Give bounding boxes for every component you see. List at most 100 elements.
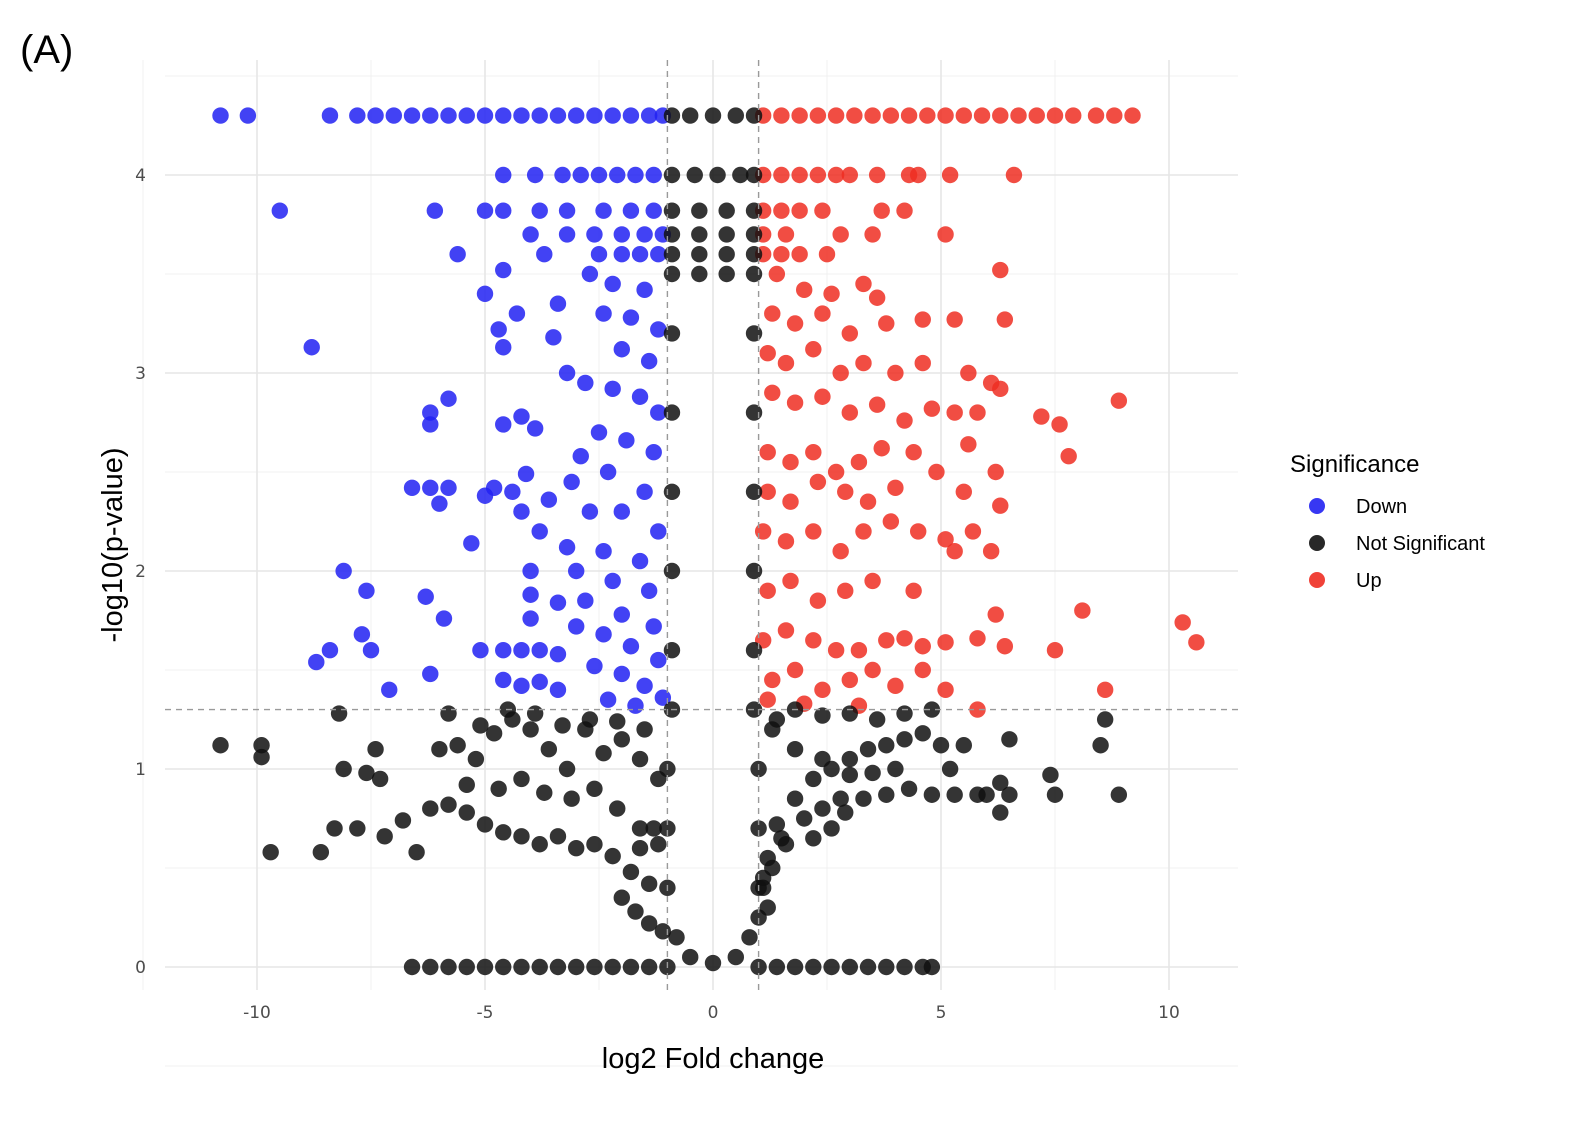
point-not-significant: [764, 859, 781, 877]
point-up: [855, 275, 872, 293]
point-up: [946, 311, 963, 328]
point-up: [923, 400, 941, 417]
point-down: [645, 444, 662, 461]
point-up: [969, 404, 986, 421]
point-down: [604, 572, 621, 590]
point-not-significant: [467, 750, 485, 768]
point-up: [982, 543, 1000, 560]
point-down: [495, 166, 512, 184]
point-up: [996, 311, 1014, 328]
point-down: [590, 246, 608, 263]
point-not-significant: [668, 929, 685, 946]
point-not-significant: [622, 958, 640, 976]
point-up: [882, 107, 900, 124]
x-axis-title: log2 Fold change: [602, 1043, 825, 1075]
point-up: [782, 572, 799, 590]
point-up: [864, 572, 881, 590]
point-up: [809, 166, 827, 184]
point-up: [996, 638, 1014, 655]
point-not-significant: [485, 725, 503, 742]
point-down: [540, 491, 558, 508]
point-not-significant: [887, 760, 904, 778]
point-up: [786, 315, 804, 332]
point-up: [868, 289, 886, 306]
point-up: [809, 473, 827, 491]
point-up: [832, 226, 849, 243]
point-down: [431, 495, 448, 512]
point-not-significant: [704, 954, 722, 972]
point-down: [335, 562, 352, 580]
point-up: [910, 166, 927, 184]
point-down: [640, 107, 658, 124]
point-up: [855, 523, 872, 540]
point-not-significant: [841, 705, 858, 722]
point-down: [531, 523, 548, 540]
point-not-significant: [1096, 711, 1114, 728]
point-not-significant: [431, 741, 448, 758]
point-down: [558, 539, 576, 556]
point-not-significant: [663, 107, 681, 124]
point-down: [581, 503, 599, 520]
point-up: [937, 634, 954, 651]
point-up: [827, 642, 845, 659]
point-not-significant: [367, 741, 384, 758]
point-up: [987, 463, 1004, 481]
point-not-significant: [823, 820, 840, 837]
point-down: [513, 503, 530, 520]
point-down: [581, 265, 599, 283]
point-not-significant: [745, 166, 763, 184]
point-up: [937, 531, 954, 548]
point-not-significant: [522, 721, 539, 738]
point-not-significant: [513, 770, 530, 788]
point-up: [1174, 614, 1191, 631]
point-not-significant: [805, 830, 822, 847]
point-down: [636, 281, 653, 299]
point-up: [791, 246, 808, 263]
point-up: [992, 107, 1009, 124]
point-not-significant: [663, 246, 681, 263]
point-up: [992, 261, 1009, 279]
point-down: [271, 202, 288, 219]
point-down: [536, 246, 553, 263]
point-down: [422, 479, 439, 497]
point-not-significant: [663, 325, 681, 342]
point-down: [513, 677, 530, 695]
legend-key-up: [1309, 572, 1325, 588]
point-not-significant: [704, 107, 722, 124]
legend-label-up: Up: [1356, 570, 1382, 592]
point-down: [353, 626, 371, 643]
point-up: [868, 396, 886, 413]
point-up: [827, 463, 845, 481]
point-down: [495, 202, 512, 219]
point-up: [955, 107, 972, 124]
point-down: [631, 388, 649, 405]
point-not-significant: [422, 958, 439, 976]
point-down: [458, 107, 475, 124]
point-not-significant: [732, 166, 749, 184]
point-not-significant: [549, 958, 567, 976]
point-down: [645, 166, 662, 184]
point-not-significant: [727, 107, 744, 124]
point-up: [777, 226, 795, 243]
point-up: [814, 202, 831, 219]
point-not-significant: [335, 760, 352, 778]
point-up: [759, 483, 776, 500]
point-not-significant: [691, 202, 708, 219]
point-up: [754, 523, 772, 540]
point-down: [522, 610, 539, 627]
point-down: [239, 107, 257, 124]
point-up: [910, 523, 927, 540]
point-not-significant: [476, 816, 494, 833]
legend-key-down: [1309, 498, 1325, 514]
point-down: [422, 404, 439, 421]
point-up: [878, 315, 895, 332]
point-down: [622, 309, 640, 326]
point-down: [595, 305, 612, 322]
point-down: [513, 642, 530, 659]
point-not-significant: [609, 713, 626, 730]
point-down: [599, 463, 617, 481]
point-not-significant: [750, 909, 767, 926]
point-down: [604, 275, 621, 293]
point-not-significant: [786, 958, 804, 976]
point-not-significant: [440, 705, 457, 722]
